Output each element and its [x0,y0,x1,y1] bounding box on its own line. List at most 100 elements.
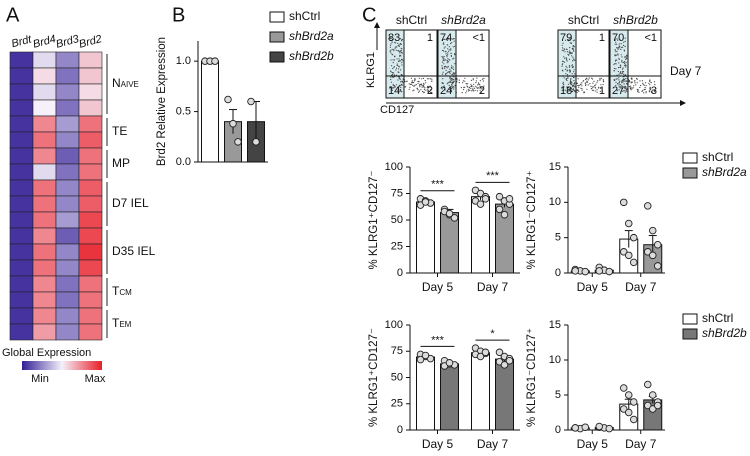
flow-event [413,80,415,82]
quadrant-value: 74 [440,32,452,44]
flow-event [442,78,444,80]
heatmap-cell [32,275,57,293]
flow-event [620,48,622,51]
data-point [654,401,662,410]
legend-swatch [682,152,698,164]
column-label: Brd2 [78,33,104,51]
flow-event [389,44,392,46]
flow-event [414,84,416,86]
flow-event [450,70,452,72]
flow-event [587,79,589,81]
panel-letter: C [362,4,376,26]
flow-event [393,87,395,89]
data-point [505,195,514,203]
flow-event [460,86,462,89]
flow-event [400,69,402,71]
heatmap-cell [55,195,80,213]
flow-event [623,79,625,81]
flow-event [569,83,571,85]
flow-event [423,92,425,94]
flow-event [562,82,564,84]
flow-event [613,70,615,72]
data-point [620,198,628,207]
flow-event [566,79,568,82]
significance-label: *** [431,334,445,346]
group-label: Naive [112,76,139,90]
flow-event [468,90,470,92]
heatmap-cell [55,115,80,133]
data-point [625,391,633,399]
flow-event [615,41,617,43]
flow-event [400,74,402,76]
flow-event [635,84,637,86]
heatmap-cell [32,211,57,229]
flow-event [613,78,615,81]
flow-event [480,91,482,93]
bar [471,196,490,274]
flow-event [562,63,564,65]
flow-event [397,71,399,73]
heatmap-cell [55,307,80,325]
flow-event [394,47,396,49]
flow-event [444,89,446,91]
flow-event [565,79,567,81]
flow-event [466,86,469,88]
quadrant-value: 1 [427,32,433,44]
flow-event [581,82,583,84]
flow-event [418,91,420,93]
flow-event [477,84,479,86]
flow-event [395,69,397,71]
flow-event [580,83,582,85]
significance-label: * [490,328,495,340]
flow-event [402,60,404,62]
flow-event [616,38,618,40]
flow-event [617,83,619,85]
flow-event [624,37,626,39]
data-point [224,95,232,104]
flow-event [648,91,651,93]
flow-event [454,54,456,56]
flow-event [600,84,602,86]
flow-event [634,82,636,84]
flow-event [411,82,413,84]
flow-event [615,78,617,80]
flow-event [446,55,448,57]
flow-event [450,55,452,58]
flow-event [648,89,651,91]
flow-event [449,59,451,61]
flow-event [425,82,427,84]
flow-event [573,50,575,52]
x-tick-label: Day 5 [577,437,609,451]
flow-event [447,50,450,52]
flow-event [638,91,640,93]
flow-event [599,90,601,92]
flow-event [401,80,403,82]
flow-event [618,84,620,86]
flow-event [418,90,421,92]
flow-event [625,66,627,68]
group-label: Tem [112,316,132,330]
flow-event [428,91,430,93]
flow-day-label: Day 7 [670,64,702,78]
flow-event [446,59,448,62]
flow-event [445,69,447,71]
data-point [625,219,633,228]
data-point [581,267,590,276]
flow-event [442,56,444,59]
flow-event [631,88,633,90]
flow-event [413,81,415,84]
flow-event [462,80,464,82]
flow-event [453,80,455,82]
flow-event [615,68,617,70]
flow-event [414,79,416,81]
flow-event [569,37,571,39]
flow-event [447,71,449,73]
flow-event [619,72,621,75]
plot-title: shCtrl [568,13,599,27]
flow-event [392,39,394,41]
flow-event [392,72,394,74]
legend-swatch [682,313,698,325]
flow-event [618,74,620,76]
flow-event [411,80,413,82]
flow-event [572,88,575,90]
